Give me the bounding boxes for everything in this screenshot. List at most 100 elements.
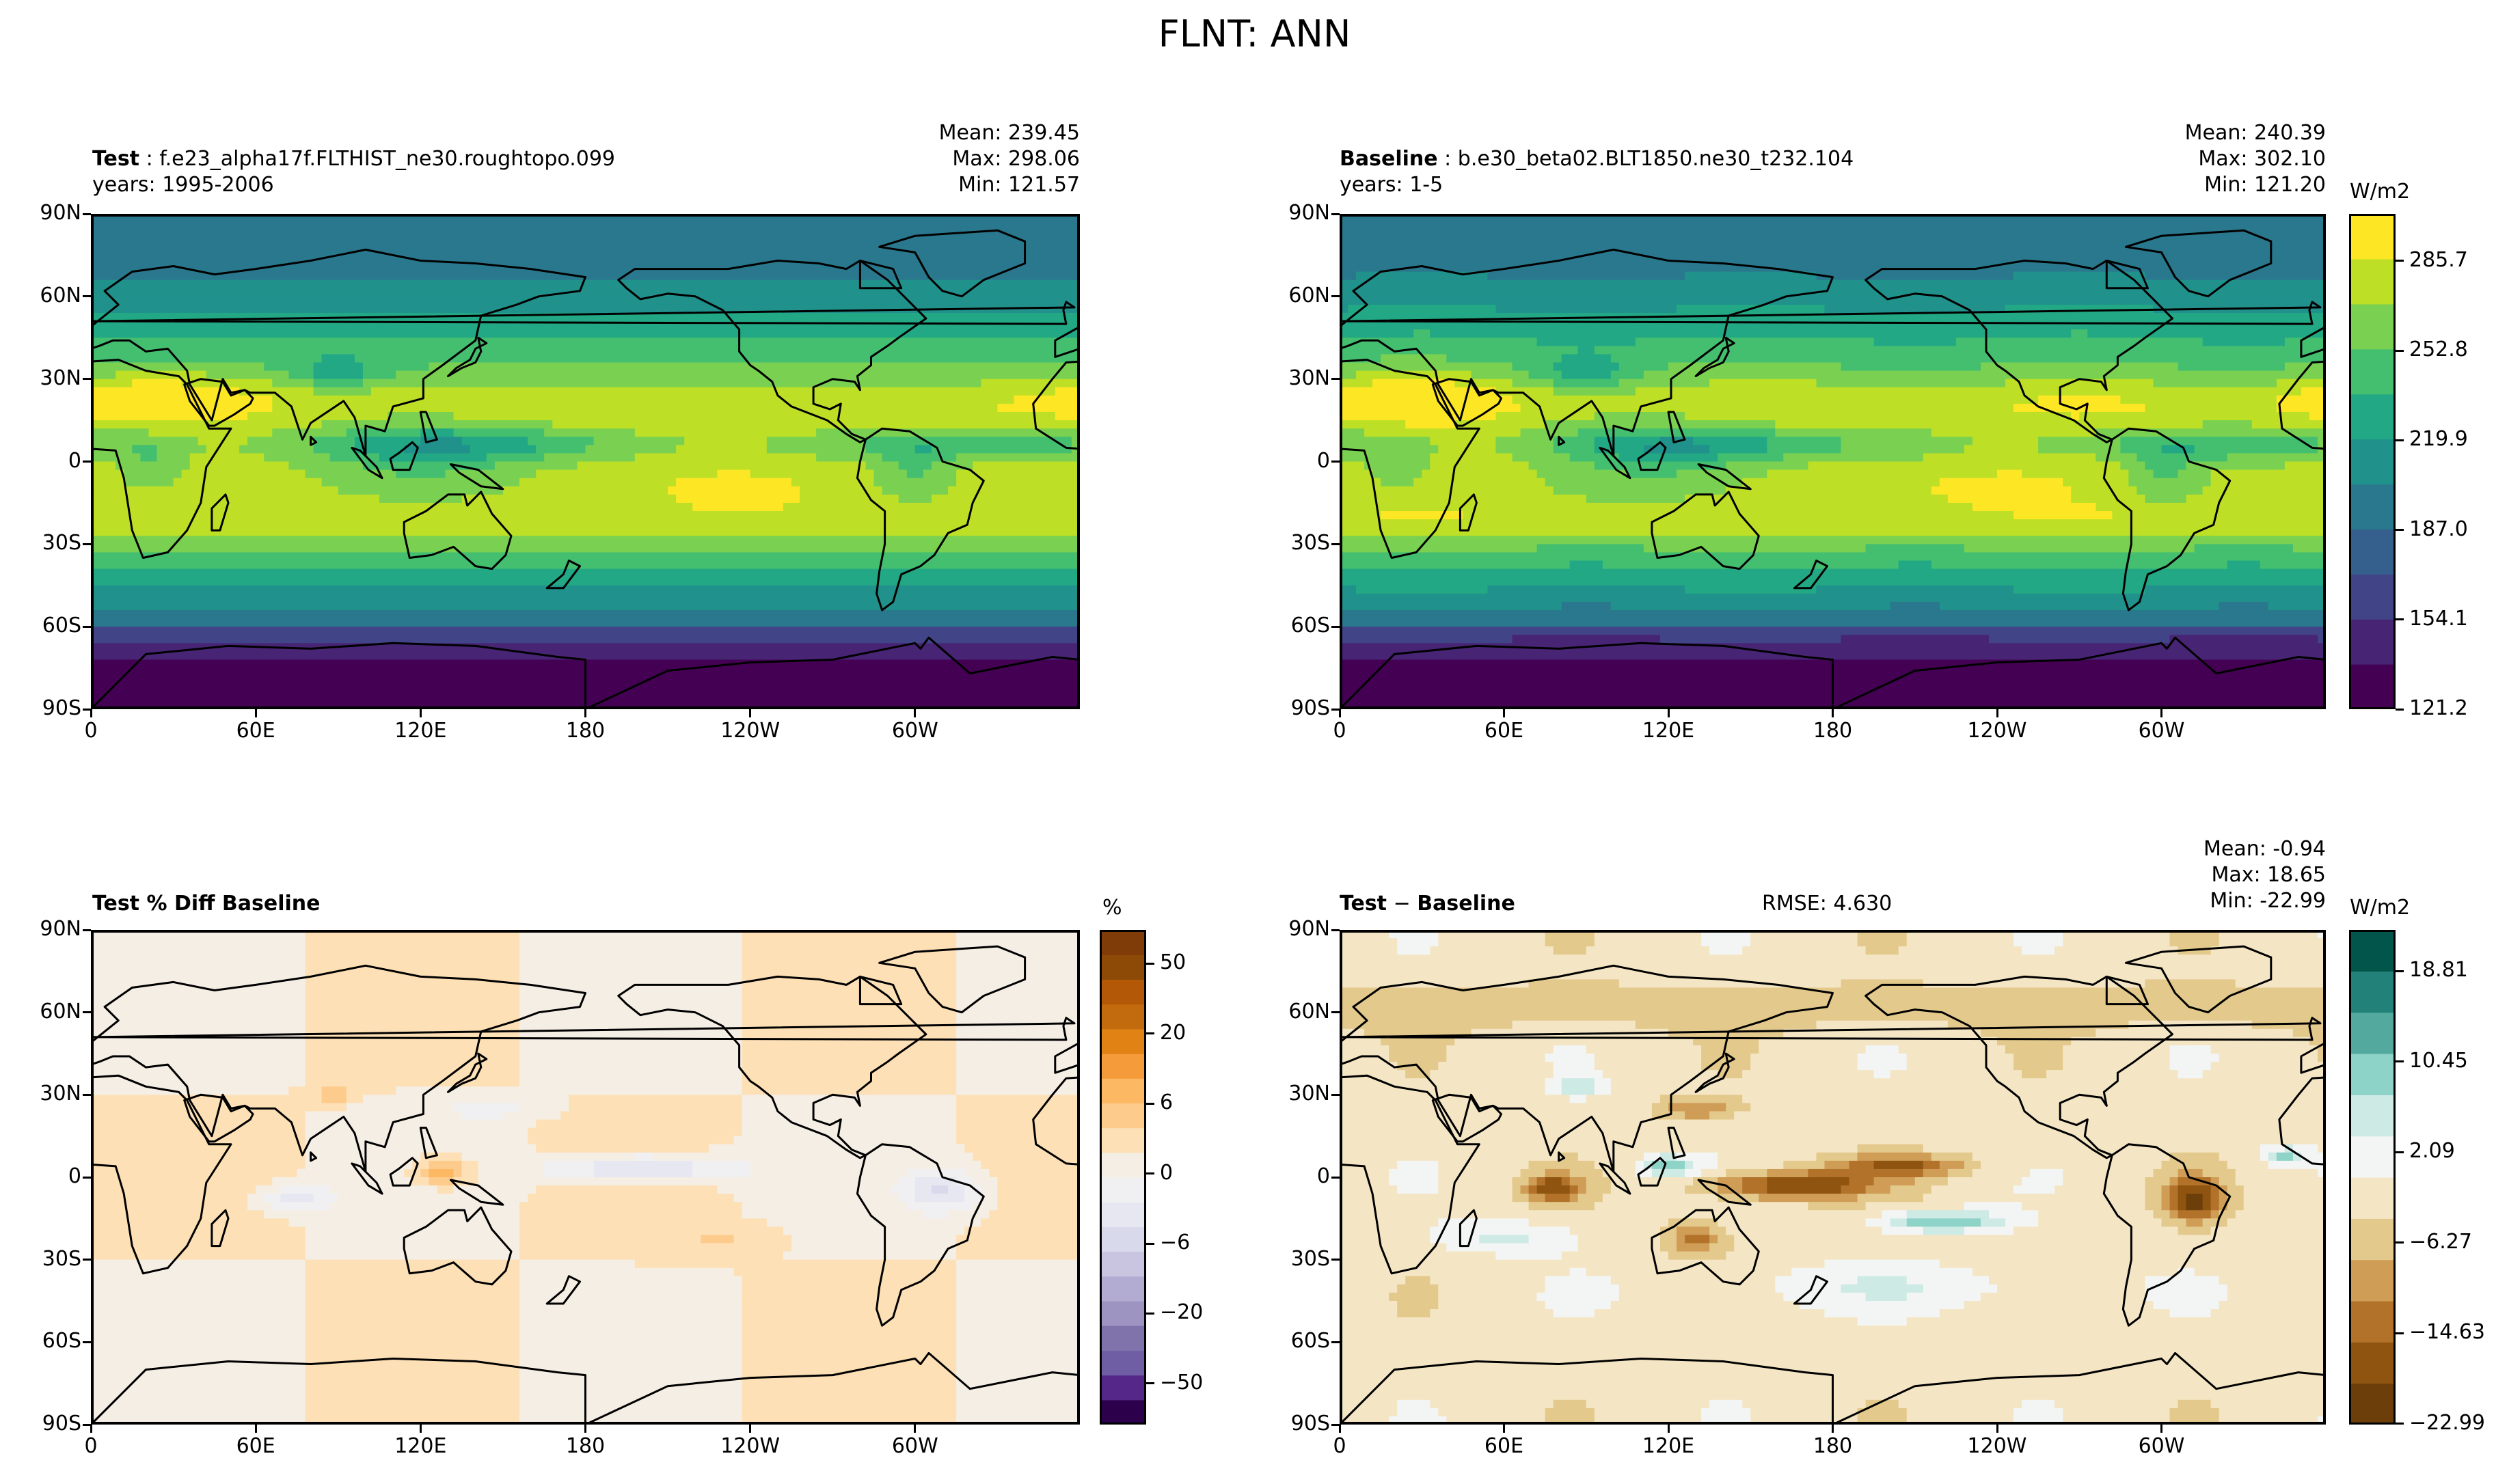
- diff-contour-cell: [1742, 1399, 1867, 1409]
- diff-max: Max: 18.65: [2211, 863, 2326, 887]
- pct-ng-coast: [450, 1179, 504, 1206]
- diff-contour-cell: [1677, 1235, 1685, 1244]
- diff-contour-cell: [1906, 1276, 1990, 1285]
- pct-contour-cell: [305, 1243, 520, 1252]
- test-contour-cell: [91, 618, 1080, 627]
- pct-contour-cell: [742, 1342, 957, 1351]
- baseline-contour-cell: [1340, 313, 2326, 322]
- diff-contour-cell: [1569, 1095, 1587, 1104]
- test-contour-cell: [313, 362, 364, 372]
- diff-contour-cell: [2013, 1185, 2055, 1194]
- baseline-contour-cell: [1340, 461, 1365, 471]
- diff-stats: Mean: -0.94 Max: 18.65 Min: -22.99: [2093, 836, 2326, 914]
- baseline-lat-tick: 60S: [1290, 614, 1330, 638]
- baseline-contour-cell: [1964, 544, 2195, 553]
- main-colorbar-tick-mark: [2396, 708, 2404, 711]
- test-contour-cell: [321, 354, 355, 363]
- pct-contour-cell: [742, 1334, 957, 1343]
- pct-contour-cell: [593, 1168, 694, 1178]
- pct-contour-cell: [519, 1342, 743, 1351]
- pct-contour-cell: [91, 1366, 306, 1376]
- diff-contour-cell: [2161, 1218, 2187, 1228]
- pct-contour-cell: [791, 1243, 957, 1252]
- pct-contour-cell: [288, 1218, 520, 1228]
- diff-contour-cell: [1980, 1028, 2097, 1038]
- baseline-contour-cell: [1659, 635, 1842, 644]
- diff-contour-cell: [1816, 1020, 1949, 1030]
- pct-contour-cell: [742, 1301, 957, 1310]
- test-contour-cell: [91, 486, 339, 495]
- pct-nz-coast: [545, 1275, 581, 1305]
- diff-contour-cell: [1997, 1284, 2146, 1293]
- baseline-contour-cell: [1340, 552, 2326, 562]
- diff-contour-cell: [1857, 938, 1908, 947]
- diff-japan-coast: [1694, 1052, 1735, 1093]
- pct-contour-cell: [733, 1267, 957, 1277]
- baseline-contour-cell: [1495, 304, 1677, 314]
- diff-contour-cell: [1931, 1185, 2014, 1194]
- diff-contour-cell: [2169, 1045, 2212, 1054]
- baseline-contour-cell: [1931, 428, 2097, 438]
- baseline-contour-cell: [1997, 469, 2022, 479]
- test-lat-tick: 60N: [40, 283, 81, 307]
- diff-contour-cell: [2227, 1292, 2326, 1302]
- diff-contour-cell: [1816, 1152, 1858, 1162]
- diff-contour-cell: [1430, 946, 1554, 955]
- diff-contour-cell: [1610, 1177, 1694, 1186]
- test-contour-cell: [181, 469, 306, 479]
- test-lat-tick-mark: [83, 295, 91, 298]
- baseline-map: [1340, 214, 2326, 709]
- diff-sam-coast: [2102, 1143, 2232, 1327]
- pct-contour-cell: [742, 1054, 957, 1062]
- pct-contour-cell: [453, 1103, 520, 1112]
- pct-contour-cell: [429, 1160, 463, 1170]
- diff-contour-cell: [1438, 1177, 1513, 1186]
- diff-contour-cell: [1536, 1177, 1546, 1186]
- diff-contour-cell: [2292, 1028, 2326, 1038]
- baseline-label-sep: :: [1437, 147, 1458, 171]
- test-lon-tick-mark: [90, 709, 92, 717]
- diff-contour-cell: [1438, 1284, 1546, 1293]
- diff-contour-cell: [2243, 1202, 2326, 1211]
- baseline-contour-cell: [2071, 486, 2138, 495]
- diff-contour-cell: [1536, 1185, 1571, 1194]
- test-contour-cell: [981, 379, 1080, 388]
- pct-contour-cell: [750, 1168, 908, 1178]
- baseline-contour-cell: [1553, 387, 1636, 396]
- baseline-contour-cell: [1372, 379, 1456, 388]
- diff-contour-cell: [2276, 1152, 2294, 1162]
- diff-contour-cell: [2219, 1194, 2228, 1203]
- pct-contour-cell: [519, 963, 743, 972]
- pct-contour-cell: [91, 946, 306, 955]
- test-contour-cell: [91, 494, 380, 504]
- diff-contour-cell: [1898, 1399, 2022, 1409]
- main-colorbar-tick-mark: [2396, 529, 2404, 532]
- diff-contour-cell: [1561, 1152, 1579, 1162]
- diff-contour-cell: [1340, 1152, 1562, 1162]
- diff-contour-cell: [2161, 1194, 2171, 1203]
- test-years: years: 1995-2006: [92, 173, 274, 197]
- baseline-contour-cell: [2120, 461, 2146, 471]
- test-nz-coast: [545, 560, 581, 590]
- pct-contour-cell: [91, 1309, 306, 1318]
- diff-contour-cell: [1594, 1309, 1826, 1318]
- main-colorbar-tick-mark: [2396, 260, 2404, 262]
- pct-contour-cell: [692, 1168, 751, 1178]
- diff-sri-coast: [1558, 1151, 1566, 1162]
- baseline-contour-cell: [2301, 387, 2326, 396]
- pct-sri-coast: [310, 1151, 318, 1162]
- baseline-lon-tick-mark: [1996, 709, 1998, 717]
- test-label-bold: Test: [92, 147, 140, 171]
- baseline-contour-cell: [1865, 544, 1965, 553]
- diff-colorbar-band: [2349, 930, 2396, 972]
- pct-contour-cell: [519, 954, 743, 964]
- pct-contour-cell: [412, 1160, 430, 1170]
- diff-colorbar: [2349, 930, 2396, 1425]
- pct-antarctica-coast: [91, 1351, 1080, 1425]
- diff-eurasia-coast: [1340, 964, 1834, 1173]
- diff-contour-cell: [1545, 1407, 1595, 1417]
- diff-contour-cell: [2178, 1210, 2212, 1220]
- baseline-contour-cell: [2161, 445, 2195, 454]
- pct-colorbar-band: [1100, 1276, 1146, 1302]
- pct-contour-cell: [956, 1177, 974, 1186]
